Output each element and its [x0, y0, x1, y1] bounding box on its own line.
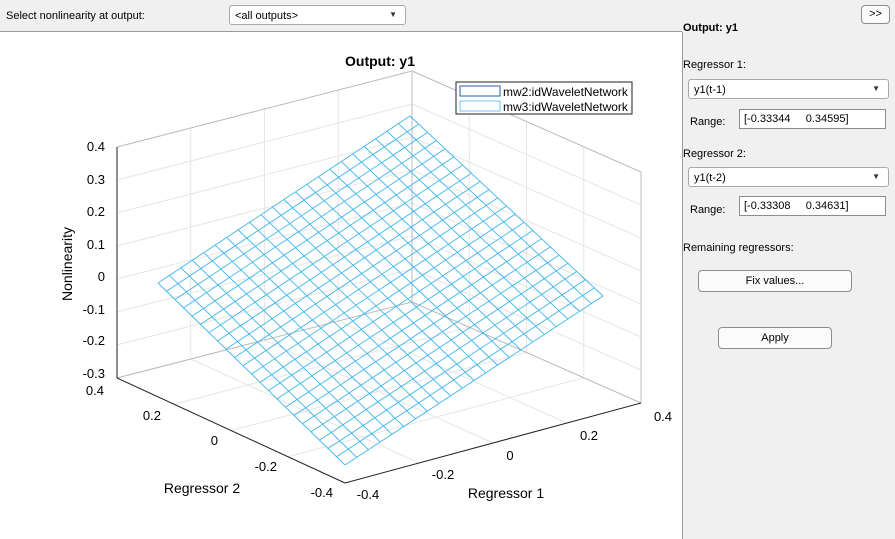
fix-values-button[interactable]: Fix values...	[698, 270, 852, 292]
z-tick-label: 0.2	[87, 204, 105, 219]
mesh-line	[375, 138, 569, 320]
mesh-line	[363, 146, 557, 328]
y-tick-label: 0.2	[143, 408, 161, 423]
mesh-line	[319, 271, 577, 441]
side-panel: >> Output: y1 Regressor 1: y1(t-1) ▼ Ran…	[683, 0, 895, 539]
box-edge	[116, 70, 413, 148]
regressor2-value: y1(t-2)	[694, 172, 726, 184]
output-title: Output: y1	[683, 22, 738, 34]
mesh-line	[302, 254, 560, 425]
mesh-line	[398, 123, 592, 305]
range1-label: Range:	[690, 116, 726, 128]
chevron-down-icon: ▼	[872, 84, 880, 93]
range2-label: Range:	[690, 204, 726, 216]
z-tick-label: -0.3	[83, 366, 105, 381]
y-tick-label: -0.2	[255, 459, 277, 474]
x-tick-label: -0.4	[357, 487, 379, 502]
apply-button[interactable]: Apply	[718, 327, 832, 349]
z-tick-label: 0.4	[87, 139, 105, 154]
chevron-down-icon: ▼	[389, 10, 397, 19]
x-axis-label: Regressor 1	[468, 485, 544, 501]
chevron-down-icon: ▼	[872, 172, 880, 181]
y-tick-label: 0	[211, 433, 218, 448]
legend-entry: mw3:idWaveletNetwork	[503, 100, 629, 114]
regressor2-label: Regressor 2:	[683, 148, 746, 160]
mesh-line	[344, 295, 604, 466]
mesh-line	[336, 287, 595, 458]
y-tick-label: 0.4	[86, 383, 104, 398]
regressor2-select[interactable]: y1(t-2) ▼	[688, 167, 889, 187]
mesh-line	[295, 191, 487, 374]
mesh-line	[306, 183, 498, 366]
x-axis-line	[344, 402, 642, 484]
surface-plot[interactable]: Output: y1 Nonlinearity Regressor 1 Regr…	[0, 32, 682, 539]
expand-button[interactable]: >>	[861, 5, 890, 24]
legend: mw2:idWaveletNetwork mw3:idWaveletNetwor…	[455, 81, 633, 115]
regressor2-range-field[interactable]: [-0.33308 0.34631]	[739, 196, 886, 216]
regressor1-label: Regressor 1:	[683, 59, 746, 71]
output-select-value: <all outputs>	[235, 10, 298, 22]
legend-swatch	[459, 100, 501, 112]
mesh-line	[318, 176, 510, 358]
mesh-line	[276, 230, 534, 400]
z-tick-label: -0.2	[83, 333, 105, 348]
grid-line	[287, 377, 584, 458]
z-tick-label: -0.1	[83, 302, 105, 317]
legend-swatch	[459, 85, 501, 97]
y-axis-label: Regressor 2	[164, 480, 240, 496]
mesh-line	[283, 199, 475, 381]
output-selector-label: Select nonlinearity at output:	[6, 10, 145, 22]
x-tick-label: -0.2	[432, 467, 454, 482]
regressor1-range-field[interactable]: [-0.33344 0.34595]	[739, 109, 886, 129]
mesh-line	[310, 262, 569, 433]
x-tick-label: 0.2	[580, 428, 598, 443]
output-selector-bar: Select nonlinearity at output: <all outp…	[0, 0, 682, 32]
mesh-line	[329, 168, 522, 351]
x-tick-label: 0.4	[654, 409, 672, 424]
mesh-line	[293, 246, 551, 416]
plot-panel: Output: y1 Nonlinearity Regressor 1 Regr…	[0, 32, 683, 539]
z-tick-label: 0.1	[87, 237, 105, 252]
mesh-line	[386, 130, 580, 312]
x-tick-label: 0	[506, 448, 513, 463]
z-tick-label: 0	[98, 269, 105, 284]
nonlinearity-surface	[157, 115, 604, 466]
y-tick-label: -0.4	[311, 485, 333, 500]
mesh-line	[327, 279, 586, 449]
mesh-line	[285, 238, 542, 408]
z-axis-label: Nonlinearity	[59, 227, 75, 301]
mesh-line	[409, 115, 604, 297]
plot-title: Output: y1	[345, 53, 415, 69]
mesh-line	[259, 213, 516, 383]
grid-line	[338, 320, 568, 424]
remaining-regressors-label: Remaining regressors:	[683, 242, 794, 254]
mesh-line	[340, 161, 533, 343]
box-edge	[411, 301, 642, 404]
box-edge	[411, 70, 642, 173]
regressor1-value: y1(t-1)	[694, 84, 726, 96]
mesh-line	[352, 153, 545, 335]
z-tick-label: 0.3	[87, 172, 105, 187]
regressor1-select[interactable]: y1(t-1) ▼	[688, 79, 889, 99]
legend-box	[455, 81, 633, 115]
y-axis-line	[116, 377, 346, 484]
output-select[interactable]: <all outputs> ▼	[229, 5, 406, 25]
mesh-line	[268, 221, 525, 391]
grid-line	[230, 352, 527, 431]
legend-entry: mw2:idWaveletNetwork	[503, 85, 629, 99]
